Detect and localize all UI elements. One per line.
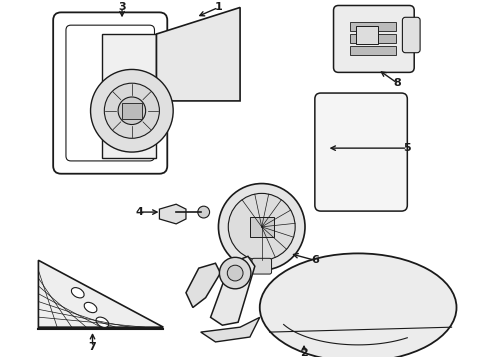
Polygon shape — [201, 318, 260, 342]
Text: 1: 1 — [215, 3, 222, 13]
Circle shape — [118, 97, 146, 125]
Circle shape — [198, 206, 210, 218]
FancyBboxPatch shape — [122, 103, 142, 119]
Text: 4: 4 — [136, 207, 144, 217]
FancyBboxPatch shape — [334, 5, 414, 72]
Ellipse shape — [96, 317, 109, 327]
Polygon shape — [211, 256, 255, 325]
FancyBboxPatch shape — [252, 258, 271, 274]
FancyBboxPatch shape — [356, 26, 378, 44]
Circle shape — [220, 257, 251, 289]
FancyBboxPatch shape — [250, 217, 273, 237]
Bar — [350, 22, 395, 31]
Ellipse shape — [84, 302, 97, 312]
Circle shape — [227, 265, 243, 281]
Text: 7: 7 — [89, 342, 97, 352]
Bar — [350, 34, 395, 43]
Ellipse shape — [72, 288, 84, 298]
Polygon shape — [159, 204, 186, 224]
Text: 2: 2 — [300, 348, 308, 358]
Circle shape — [219, 184, 305, 270]
Circle shape — [104, 83, 159, 138]
Text: 5: 5 — [403, 143, 411, 153]
FancyBboxPatch shape — [315, 93, 407, 211]
Text: 6: 6 — [311, 255, 319, 265]
Circle shape — [127, 106, 137, 116]
Bar — [350, 46, 395, 55]
Text: 8: 8 — [393, 78, 401, 88]
Polygon shape — [102, 34, 156, 158]
FancyBboxPatch shape — [402, 17, 420, 53]
Text: 3: 3 — [118, 3, 126, 13]
Circle shape — [228, 193, 295, 260]
Polygon shape — [38, 260, 163, 327]
Ellipse shape — [260, 253, 457, 360]
Polygon shape — [156, 8, 240, 101]
Polygon shape — [186, 263, 220, 307]
Circle shape — [91, 69, 173, 152]
